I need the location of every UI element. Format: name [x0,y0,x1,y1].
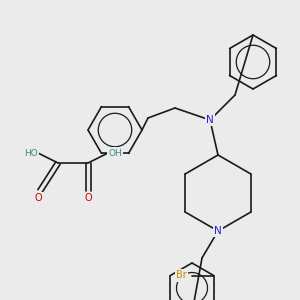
Text: N: N [214,226,222,236]
Text: HO: HO [24,148,38,158]
Text: N: N [206,115,214,125]
Text: OH: OH [108,148,122,158]
Text: O: O [34,193,42,203]
Text: Br: Br [176,271,187,281]
Text: O: O [84,193,92,203]
